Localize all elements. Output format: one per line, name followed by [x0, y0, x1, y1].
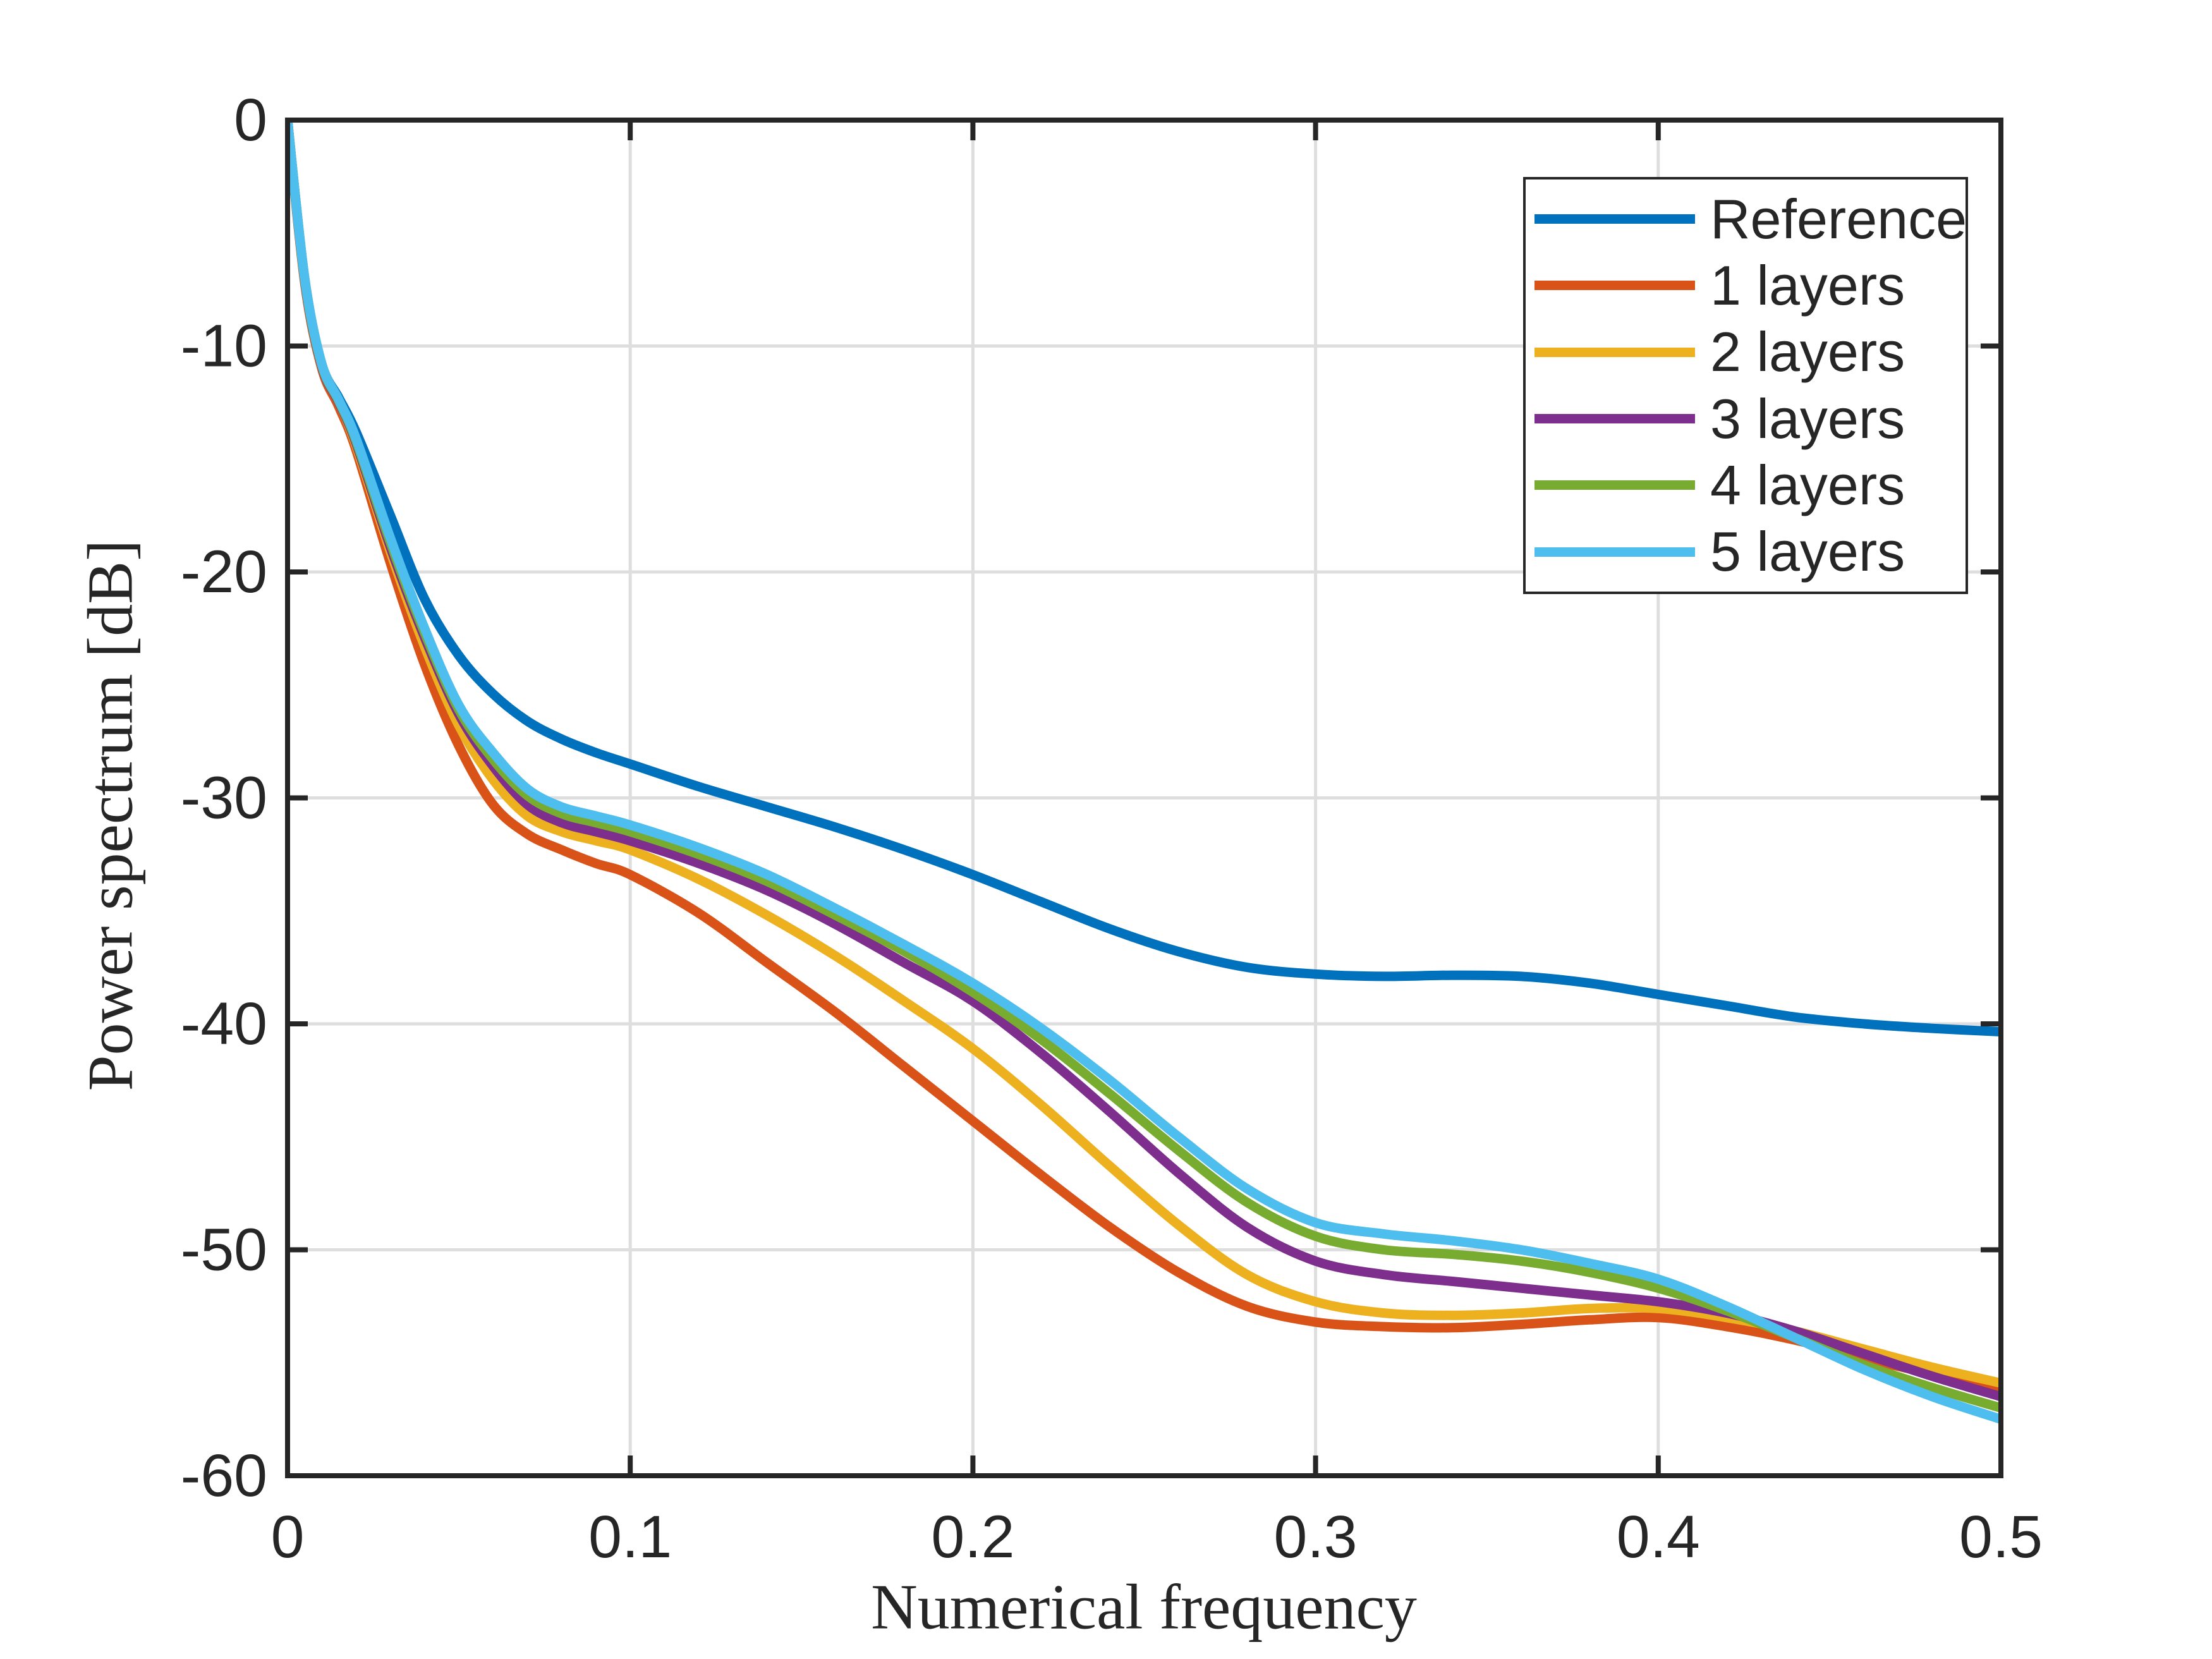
y-tick-label: 0 — [234, 87, 267, 154]
y-tick-label: -10 — [181, 313, 267, 380]
legend-label: Reference — [1710, 187, 1967, 250]
legend-item-2-layers: 2 layers — [1526, 320, 1966, 384]
legend-label: 2 layers — [1710, 320, 1905, 384]
legend-label: 1 layers — [1710, 253, 1905, 317]
legend: Reference 1 layers 2 layers 3 layers 4 layer… — [1523, 177, 1968, 594]
legend-item-1-layers: 1 layers — [1526, 254, 1966, 317]
x-axis-label: Numerical frequency — [871, 1572, 1417, 1643]
y-tick-labels: 0 -10 -20 -30 -40 -50 -60 — [181, 87, 267, 1509]
series-line-reference — [288, 120, 2001, 1036]
y-tick-label: -20 — [181, 538, 267, 605]
legend-line-swatch — [1534, 547, 1695, 557]
y-tick-label: -50 — [181, 1217, 267, 1284]
y-tick-label: -60 — [181, 1442, 267, 1509]
x-tick-label: 0.4 — [1617, 1504, 1700, 1571]
legend-label: 4 layers — [1710, 453, 1905, 516]
legend-line-swatch — [1534, 281, 1695, 291]
legend-label: 3 layers — [1710, 387, 1905, 450]
legend-line-swatch — [1534, 414, 1695, 424]
legend-line-swatch — [1534, 214, 1695, 224]
legend-label: 5 layers — [1710, 520, 1905, 583]
y-tick-label: -40 — [181, 990, 267, 1057]
series-line-5-layers — [288, 120, 2001, 1425]
legend-item-5-layers: 5 layers — [1526, 520, 1966, 583]
legend-line-swatch — [1534, 480, 1695, 490]
legend-item-4-layers: 4 layers — [1526, 454, 1966, 517]
x-tick-labels: 0 0.1 0.2 0.3 0.4 0.5 — [271, 1504, 2043, 1571]
legend-item-3-layers: 3 layers — [1526, 387, 1966, 451]
y-axis-label: Power spectrum [dB] — [75, 540, 147, 1091]
legend-item-reference: Reference — [1526, 187, 1967, 251]
data-curves — [288, 120, 2001, 1425]
x-tick-label: 0.3 — [1274, 1504, 1358, 1571]
tick-marks — [285, 118, 2003, 1478]
x-tick-label: 0.1 — [588, 1504, 672, 1571]
x-tick-label: 0 — [271, 1504, 305, 1571]
x-tick-label: 0.2 — [931, 1504, 1014, 1571]
legend-line-swatch — [1534, 347, 1695, 357]
y-tick-label: -30 — [181, 765, 267, 832]
x-tick-label: 0.5 — [1959, 1504, 2043, 1571]
